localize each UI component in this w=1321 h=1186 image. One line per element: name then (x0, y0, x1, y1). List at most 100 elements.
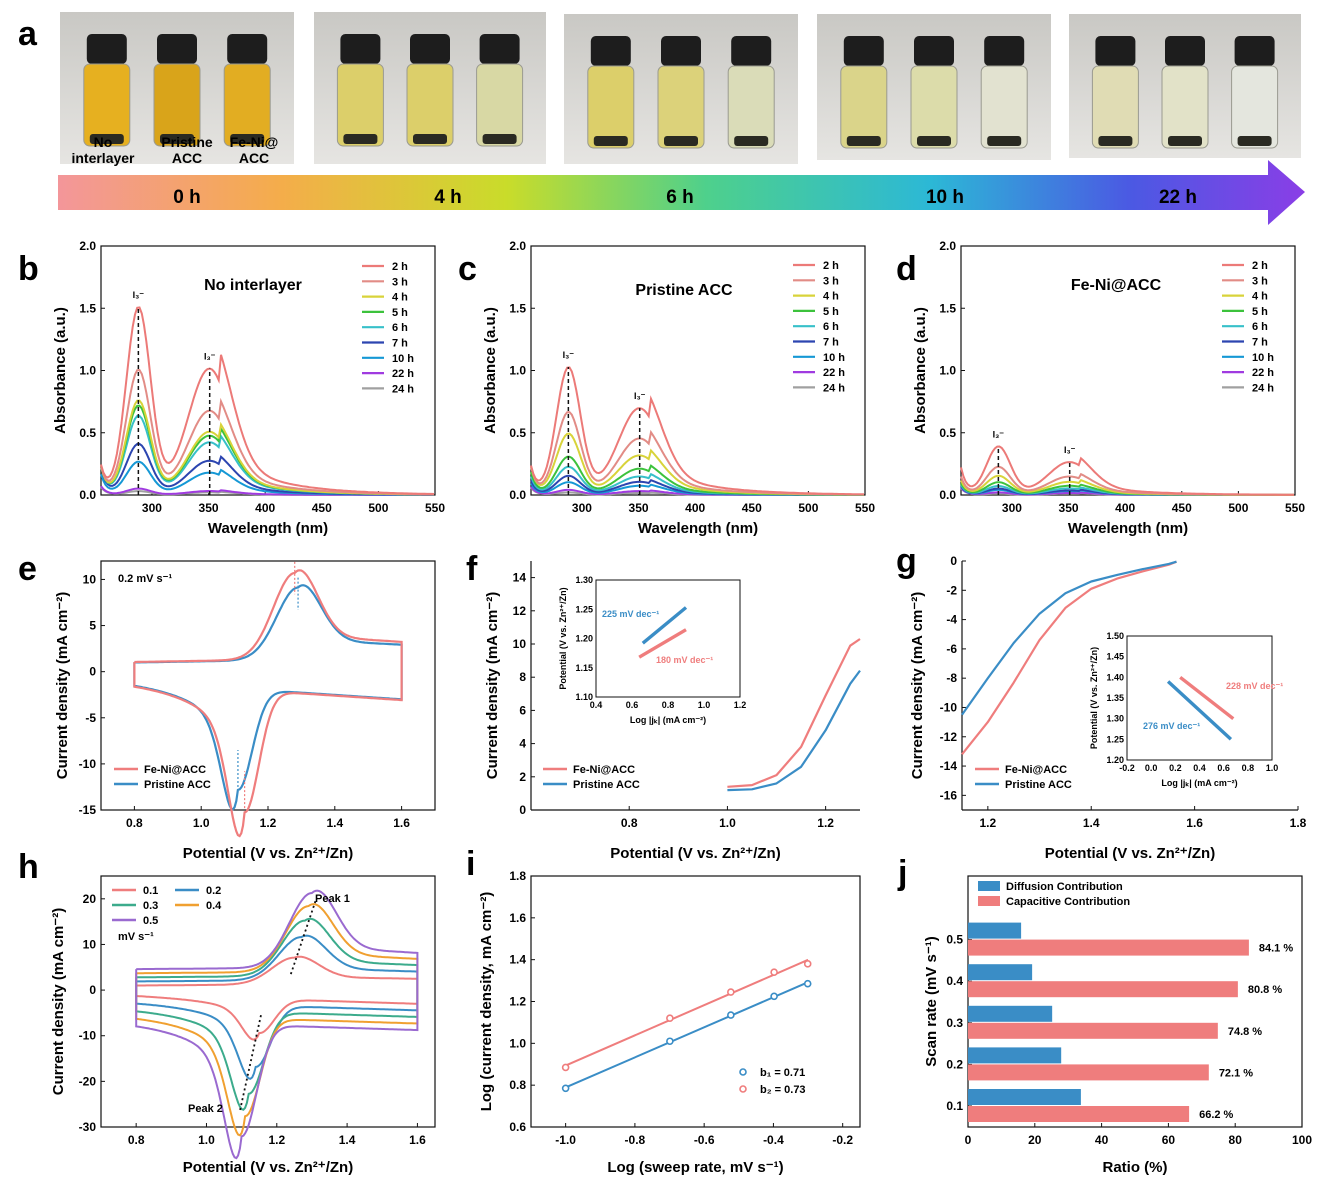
x-tick-label: 100 (1292, 1133, 1312, 1147)
y-tick-label: 1.6 (509, 911, 526, 925)
scan-rate-note: 0.2 mV s⁻¹ (118, 573, 172, 585)
panel-title: No interlayer (204, 277, 302, 294)
vial-sediment (160, 134, 194, 144)
y-tick-label: 1.5 (939, 301, 956, 315)
legend-marker (739, 1085, 747, 1093)
y-tick-label: 2 (519, 770, 526, 784)
x-tick-label: 80 (1229, 1133, 1243, 1147)
y-tick-label: -14 (940, 759, 958, 773)
legend-label: Pristine ACC (144, 779, 211, 791)
bar-value-label: 66.2 % (1199, 1109, 1233, 1121)
inset-y-tick: 1.40 (1106, 672, 1124, 682)
x-tick-label: 1.2 (817, 816, 834, 830)
bar-capacitive (968, 939, 1249, 956)
inset-x-label: Log |jₖ| (mA cm⁻²) (1161, 778, 1237, 788)
vial-cap (410, 34, 450, 64)
y-axis-label: Current density (mA cm⁻²) (50, 908, 67, 1095)
data-point (666, 1014, 674, 1023)
bar-diffusion (968, 1047, 1062, 1064)
inset-y-tick: 1.15 (575, 663, 593, 673)
y-tick-label: -10 (79, 757, 97, 771)
y-tick-label: 0 (89, 983, 96, 997)
inset-x-tick: 0.4 (1193, 763, 1206, 773)
y-tick-label: 1.0 (509, 364, 526, 378)
peak-marker-label: I₃⁻ (993, 429, 1005, 439)
uv-panel-c: c 300 350 400 450 500 550 0.0 0.5 1.0 1.5 2.0 Wavele… (458, 239, 875, 537)
legend-label: Capacitive Contribution (1006, 896, 1130, 908)
x-axis-label: Ratio (%) (1103, 1159, 1168, 1176)
y-tick-label: -12 (940, 730, 958, 744)
peak-marker-label: I₃⁻ (563, 350, 575, 360)
bar-diffusion (968, 1089, 1081, 1105)
inset-series-line (1179, 675, 1235, 721)
y-tick-label: 10 (513, 637, 527, 651)
y-tick-label: -10 (79, 1029, 97, 1043)
legend-marker (739, 1068, 747, 1076)
x-axis-label: Wavelength (nm) (638, 520, 758, 537)
y-tick-label: 4 (519, 737, 526, 751)
inset-frame (1126, 635, 1273, 761)
data-point (561, 1063, 570, 1072)
data-point (727, 1011, 735, 1019)
legend-label: Fe-Ni@ACC (1005, 764, 1067, 776)
data-point (803, 979, 812, 988)
y-tick-label: 0.3 (946, 1016, 963, 1030)
x-tick-label: 0.8 (126, 816, 143, 830)
inset-y-tick: 1.35 (1106, 693, 1124, 703)
vial-sediment (917, 136, 951, 146)
vial-photo (1069, 14, 1301, 158)
inset-y-label: Potential (V vs. Zn²⁺/Zn) (558, 587, 568, 689)
y-tick-label: 0 (950, 554, 957, 568)
y-tick-label: 1.5 (79, 301, 96, 315)
y-tick-label: 1.5 (509, 301, 526, 315)
y-tick-label: 1.0 (939, 364, 956, 378)
x-tick-label: -0.8 (625, 1133, 646, 1147)
vial-liquid (840, 65, 888, 149)
time-label: 10 h (926, 187, 964, 208)
x-tick-label: 20 (1028, 1133, 1042, 1147)
inset-slope-label: 276 mV dec⁻¹ (1143, 721, 1200, 731)
vial-label: Fe-Ni@ ACC (230, 134, 279, 166)
legend-label: 4 h (1252, 291, 1268, 303)
x-tick-label: 550 (1285, 501, 1305, 515)
y-tick-label: -2 (946, 583, 957, 597)
inset-y-tick: 1.10 (575, 692, 593, 702)
y-axis-label: Current density (mA cm⁻²) (484, 592, 501, 779)
inset-x-tick: 1.2 (734, 700, 747, 710)
legend-label: 3 h (1252, 275, 1268, 287)
plot-frame (100, 875, 436, 1128)
x-tick-label: -0.4 (763, 1133, 784, 1147)
x-tick-label: 1.0 (193, 816, 210, 830)
data-point (770, 992, 778, 1001)
series-line-2h (530, 366, 864, 496)
inset-x-tick: 0.0 (1145, 763, 1158, 773)
x-tick-label: 1.2 (260, 816, 277, 830)
x-tick-label: 40 (1095, 1133, 1109, 1147)
vial-cap (1234, 36, 1275, 66)
legend-label: 4 h (392, 292, 408, 304)
cv-panel-e: e 0.8 1.0 1.2 1.4 1.6 -15 -10 -5 0 5 10 Potential (V… (18, 550, 436, 862)
legend-label: 6 h (1252, 321, 1268, 333)
vial-sediment (987, 136, 1022, 146)
legend-label: 22 h (1252, 367, 1274, 379)
y-tick-label: 10 (83, 937, 97, 951)
panel-letter: i (466, 845, 475, 883)
x-tick-label: 550 (425, 501, 445, 515)
legend-label: 24 h (823, 382, 845, 394)
vial-cap (984, 36, 1025, 66)
x-tick-label: 350 (1059, 501, 1079, 515)
plot-frame (967, 875, 1303, 1128)
x-tick-label: -1.0 (555, 1133, 576, 1147)
vial-photo (60, 12, 294, 164)
vial-liquid (476, 63, 524, 147)
y-tick-label: 2.0 (509, 239, 526, 253)
inset-x-tick: -0.2 (1119, 763, 1135, 773)
legend-label: 7 h (1252, 337, 1268, 349)
inset-series-line (641, 606, 688, 645)
inset-slope-label: 228 mV dec⁻¹ (1226, 681, 1283, 691)
bar-value-label: 74.8 % (1228, 1026, 1262, 1038)
y-tick-label: 1.8 (509, 869, 526, 883)
panel-letter: c (458, 250, 477, 288)
y-tick-label: 0.4 (946, 974, 963, 988)
